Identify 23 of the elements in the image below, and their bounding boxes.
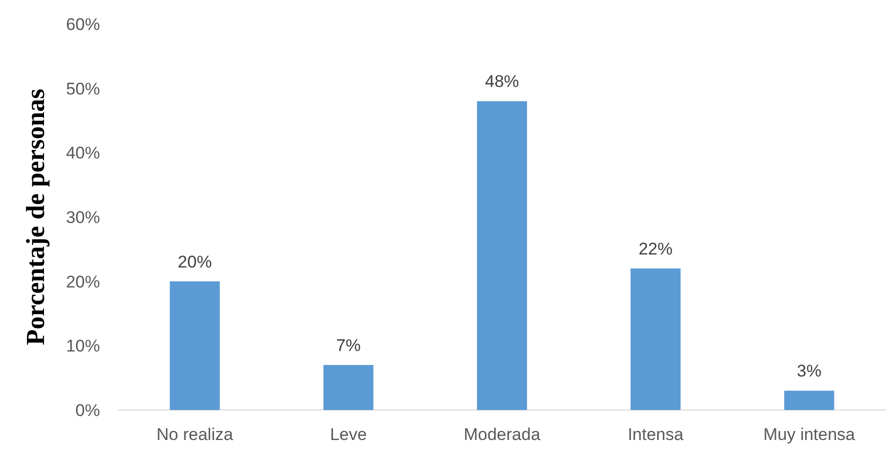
bar [477,101,527,410]
y-tick-label: 30% [66,208,100,227]
data-label: 48% [484,72,520,92]
y-tick-label: 40% [66,144,100,163]
x-tick-label: Moderada [464,425,541,444]
bar [630,268,681,410]
y-tick-label: 10% [66,336,100,356]
y-tick-label: 50% [66,79,100,98]
bar [170,281,220,410]
data-label: 3% [796,362,822,381]
y-axis-title: Porcentaje de personas [21,88,50,346]
y-tick-label: 0% [75,400,100,420]
y-tick-label: 20% [66,272,100,292]
x-tick-label: Intensa [628,425,684,444]
y-tick-label: 60% [66,14,100,34]
data-label: 22% [638,239,673,258]
x-tick-label: No realiza [156,425,234,444]
x-tick-label: Leve [330,425,367,444]
x-tick-label: Muy intensa [763,425,856,444]
data-label: 7% [336,336,361,355]
bar [323,364,374,410]
data-label: 20% [178,252,212,272]
bar [784,390,834,410]
